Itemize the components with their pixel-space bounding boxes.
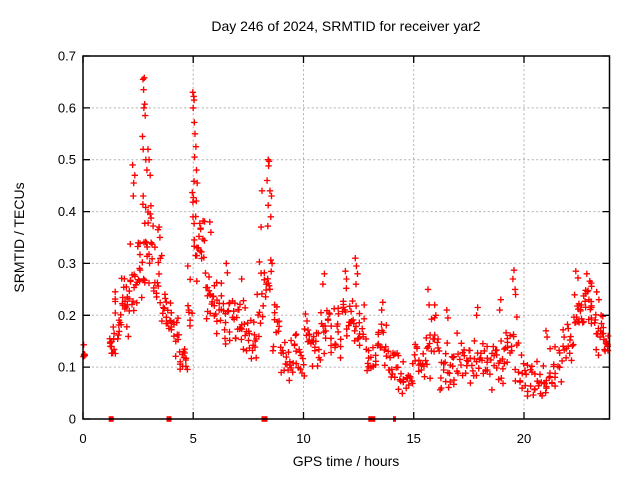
chart-title: Day 246 of 2024, SRMTID for receiver yar… [211, 18, 480, 34]
grid-lines [83, 56, 610, 419]
y-tick-label: 0.6 [58, 100, 76, 115]
grid-path [83, 56, 610, 419]
y-tick-label: 0 [69, 412, 76, 427]
y-tick-label: 0.7 [58, 49, 76, 64]
axis-ticks [82, 55, 610, 420]
x-tick-label: 10 [296, 431, 310, 446]
x-tick-label: 15 [406, 431, 420, 446]
plot-border [82, 55, 611, 420]
y-tick-label: 0.5 [58, 152, 76, 167]
y-tick-label: 0.3 [58, 256, 76, 271]
y-tick-label: 0.2 [58, 308, 76, 323]
y-axis-label: SRMTID / TECUs [11, 182, 27, 292]
y-tick-label: 0.1 [58, 360, 76, 375]
x-tick-label: 20 [517, 431, 531, 446]
x-axis-label: GPS time / hours [293, 453, 400, 469]
x-tick-label: 0 [79, 431, 86, 446]
x-tick-label: 5 [190, 431, 197, 446]
tick-labels: 0 5 10 15 20 0 0.1 0.2 0.3 0.4 0.5 0.6 0.7 [58, 49, 531, 447]
y-tick-label: 0.4 [58, 204, 76, 219]
tick-marks-path [82, 55, 610, 420]
